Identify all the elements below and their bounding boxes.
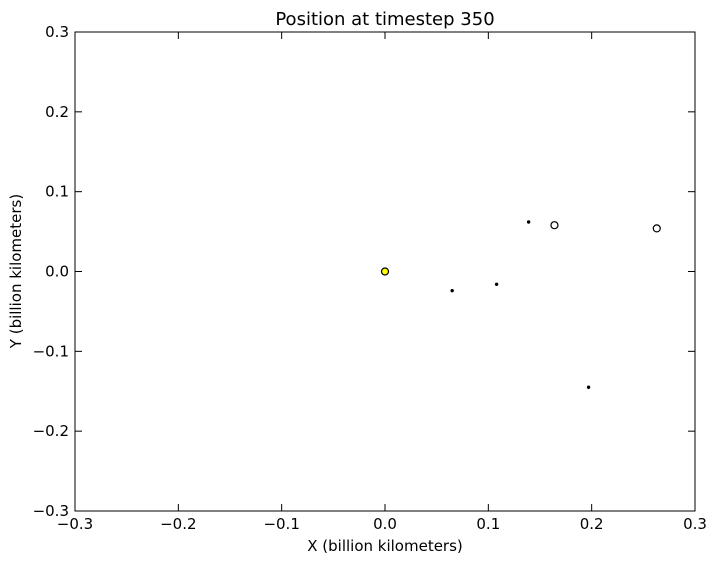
y-tick-label: 0.3	[45, 23, 69, 41]
y-tick-label: −0.3	[33, 502, 69, 520]
y-tick-label: 0.1	[45, 183, 69, 201]
data-points	[380, 220, 661, 389]
y-axis-label: Y (billion kilometers)	[7, 194, 25, 349]
x-tick-label: −0.3	[57, 515, 93, 533]
data-point-1	[380, 267, 390, 276]
x-tick-label: 0.2	[580, 515, 604, 533]
x-axis-label: X (billion kilometers)	[307, 537, 463, 555]
x-tick-label: −0.1	[263, 515, 299, 533]
y-tick-label: −0.1	[33, 342, 69, 360]
x-tick-label: 0.1	[476, 515, 500, 533]
y-axis: −0.3 −0.2 −0.1 0.0 0.1 0.2 0.3	[33, 23, 695, 520]
y-tick-label: 0.2	[45, 103, 69, 121]
data-point-2	[450, 288, 454, 293]
x-tick-label: 0.3	[683, 515, 707, 533]
data-point-3	[494, 282, 499, 286]
data-point-4	[526, 220, 531, 224]
x-tick-label: −0.2	[160, 515, 196, 533]
chart-title: Position at timestep 350	[275, 9, 494, 30]
y-tick-label: −0.2	[33, 422, 69, 440]
data-point-7	[586, 385, 591, 389]
plot-area: −0.3 −0.2 −0.1 0.0 0.1 0.2 0.3 −0.3 −0.2 −0.1 0.0…	[33, 23, 707, 533]
data-point-6	[652, 224, 661, 233]
x-tick-label: 0.0	[373, 515, 397, 533]
x-axis: −0.3 −0.2 −0.1 0.0 0.1 0.2 0.3	[57, 32, 707, 533]
y-tick-label: 0.0	[45, 263, 69, 281]
data-point-5	[550, 221, 559, 230]
